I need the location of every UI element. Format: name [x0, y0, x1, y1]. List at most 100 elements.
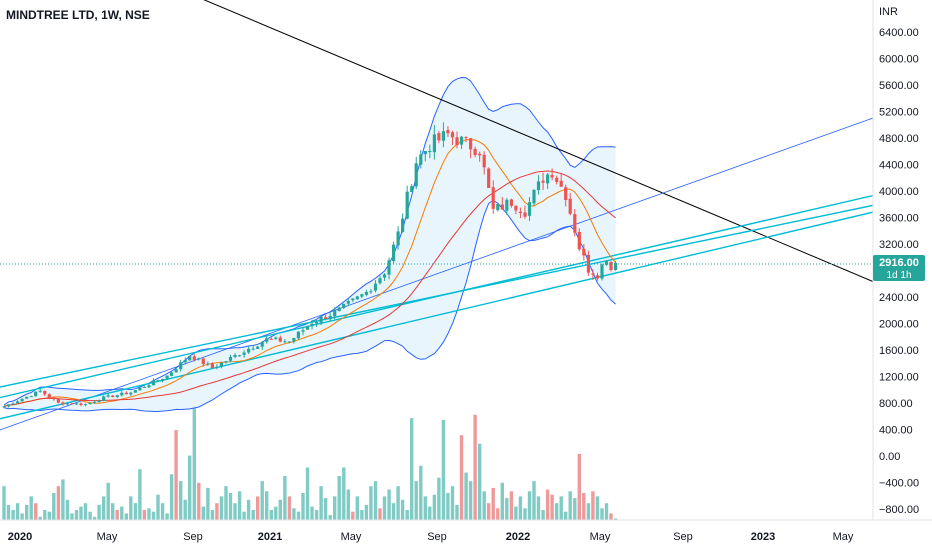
candle-body [20, 398, 24, 402]
volume-bar [197, 482, 201, 520]
candle-body [274, 337, 278, 339]
trendlines[interactable] [0, 0, 878, 431]
volume-bar [604, 503, 609, 520]
volume-bar [387, 489, 391, 520]
candle-body [161, 379, 165, 381]
volume-bar [378, 508, 382, 520]
volume-bar [274, 506, 278, 520]
volume-bar [43, 510, 47, 520]
volume-bar [210, 510, 215, 520]
volume-bar [496, 508, 500, 520]
volume-bar [600, 508, 604, 520]
volume-bar [278, 499, 282, 520]
candle-body [156, 380, 160, 382]
candle-body [355, 296, 359, 300]
volume-bar [160, 503, 165, 520]
candle-body [405, 191, 409, 219]
volume-bar [405, 510, 409, 520]
volume-bar [355, 496, 359, 520]
volume-bar [364, 504, 369, 520]
candle-body [401, 218, 405, 233]
candle-body [342, 303, 346, 308]
volume-bar [573, 498, 577, 520]
volume-bar [25, 504, 29, 520]
candle-body [333, 310, 337, 317]
volume-bar [595, 496, 600, 520]
candle-body [614, 262, 618, 271]
price-axis[interactable]: 6400.00 6000.00 5600.00 5200.00 4800.00 4400.… [879, 27, 919, 516]
volume-bar [201, 506, 205, 520]
trendline-channel-upper [0, 117, 873, 431]
candle-body [61, 402, 65, 405]
candle-body [292, 337, 296, 342]
candle-body [278, 337, 282, 342]
candle-body [500, 204, 504, 210]
candle-body [455, 137, 459, 146]
volume-bar [478, 443, 482, 520]
time-axis[interactable]: 2020 May Sep 2021 May Sep 2022 May Sep 2023 May [8, 531, 854, 543]
volume-bar [333, 496, 337, 520]
volume-bar [124, 513, 128, 520]
last-price-tag: 2916.00 1d 1h [873, 255, 925, 281]
volume-bar [541, 510, 545, 520]
volume-bar [251, 510, 255, 520]
volume-bar [287, 496, 292, 520]
candle-body [138, 387, 142, 391]
candle-body [568, 198, 572, 214]
volume-bar [11, 510, 15, 520]
volume-bar [296, 511, 301, 520]
time-tick-label: Sep [183, 531, 203, 543]
volume-bar [423, 496, 427, 520]
candle-body [65, 403, 69, 405]
candle-body [201, 358, 205, 365]
volume-bar [464, 472, 468, 520]
candle-body [577, 232, 581, 250]
candle-body [147, 385, 151, 388]
volume-bar [373, 481, 378, 520]
price-tick-label: 4000.00 [879, 186, 919, 198]
candle-body [97, 400, 101, 403]
candle-body [106, 395, 110, 397]
candle-body [555, 177, 559, 182]
candle-body [70, 403, 74, 405]
candle-body [305, 326, 310, 330]
volume-bar [346, 489, 350, 520]
volume-bar [215, 503, 219, 520]
candle-body [414, 163, 418, 187]
volume-bar [568, 491, 572, 520]
candle-body [378, 278, 382, 284]
volume-bar [65, 499, 70, 520]
time-tick-label: May [341, 531, 362, 543]
candle-body [260, 342, 264, 347]
time-tick-label: 2021 [258, 531, 282, 543]
candle-body [514, 205, 518, 211]
volume-bar [545, 489, 550, 520]
candle-body [582, 248, 586, 256]
candle-body [351, 298, 355, 301]
volume-bar [269, 510, 273, 520]
candle-body [482, 154, 486, 168]
candle-body [310, 323, 314, 326]
price-tick-label: 0.00 [879, 451, 900, 463]
candle-body [287, 341, 291, 343]
volume-bar [70, 513, 74, 520]
candlesticks[interactable] [2, 122, 618, 409]
candle-body [165, 375, 169, 379]
price-tick-label: 2400.00 [879, 292, 919, 304]
volume-bar [536, 496, 541, 520]
candle-body [392, 244, 396, 261]
volume-bar [328, 515, 332, 520]
volume-bar [450, 486, 455, 520]
volume-bar [265, 491, 269, 520]
candle-body [527, 202, 532, 216]
volume-bar [396, 486, 400, 520]
volume-bar [38, 516, 42, 520]
price-tick-label: 4400.00 [879, 160, 919, 172]
candle-body [6, 404, 11, 407]
volume-bar [559, 496, 563, 520]
volume-bar [582, 493, 586, 520]
candle-body [450, 132, 455, 138]
candle-body [88, 402, 92, 405]
volume-bar [29, 496, 33, 520]
candle-body [360, 294, 364, 297]
